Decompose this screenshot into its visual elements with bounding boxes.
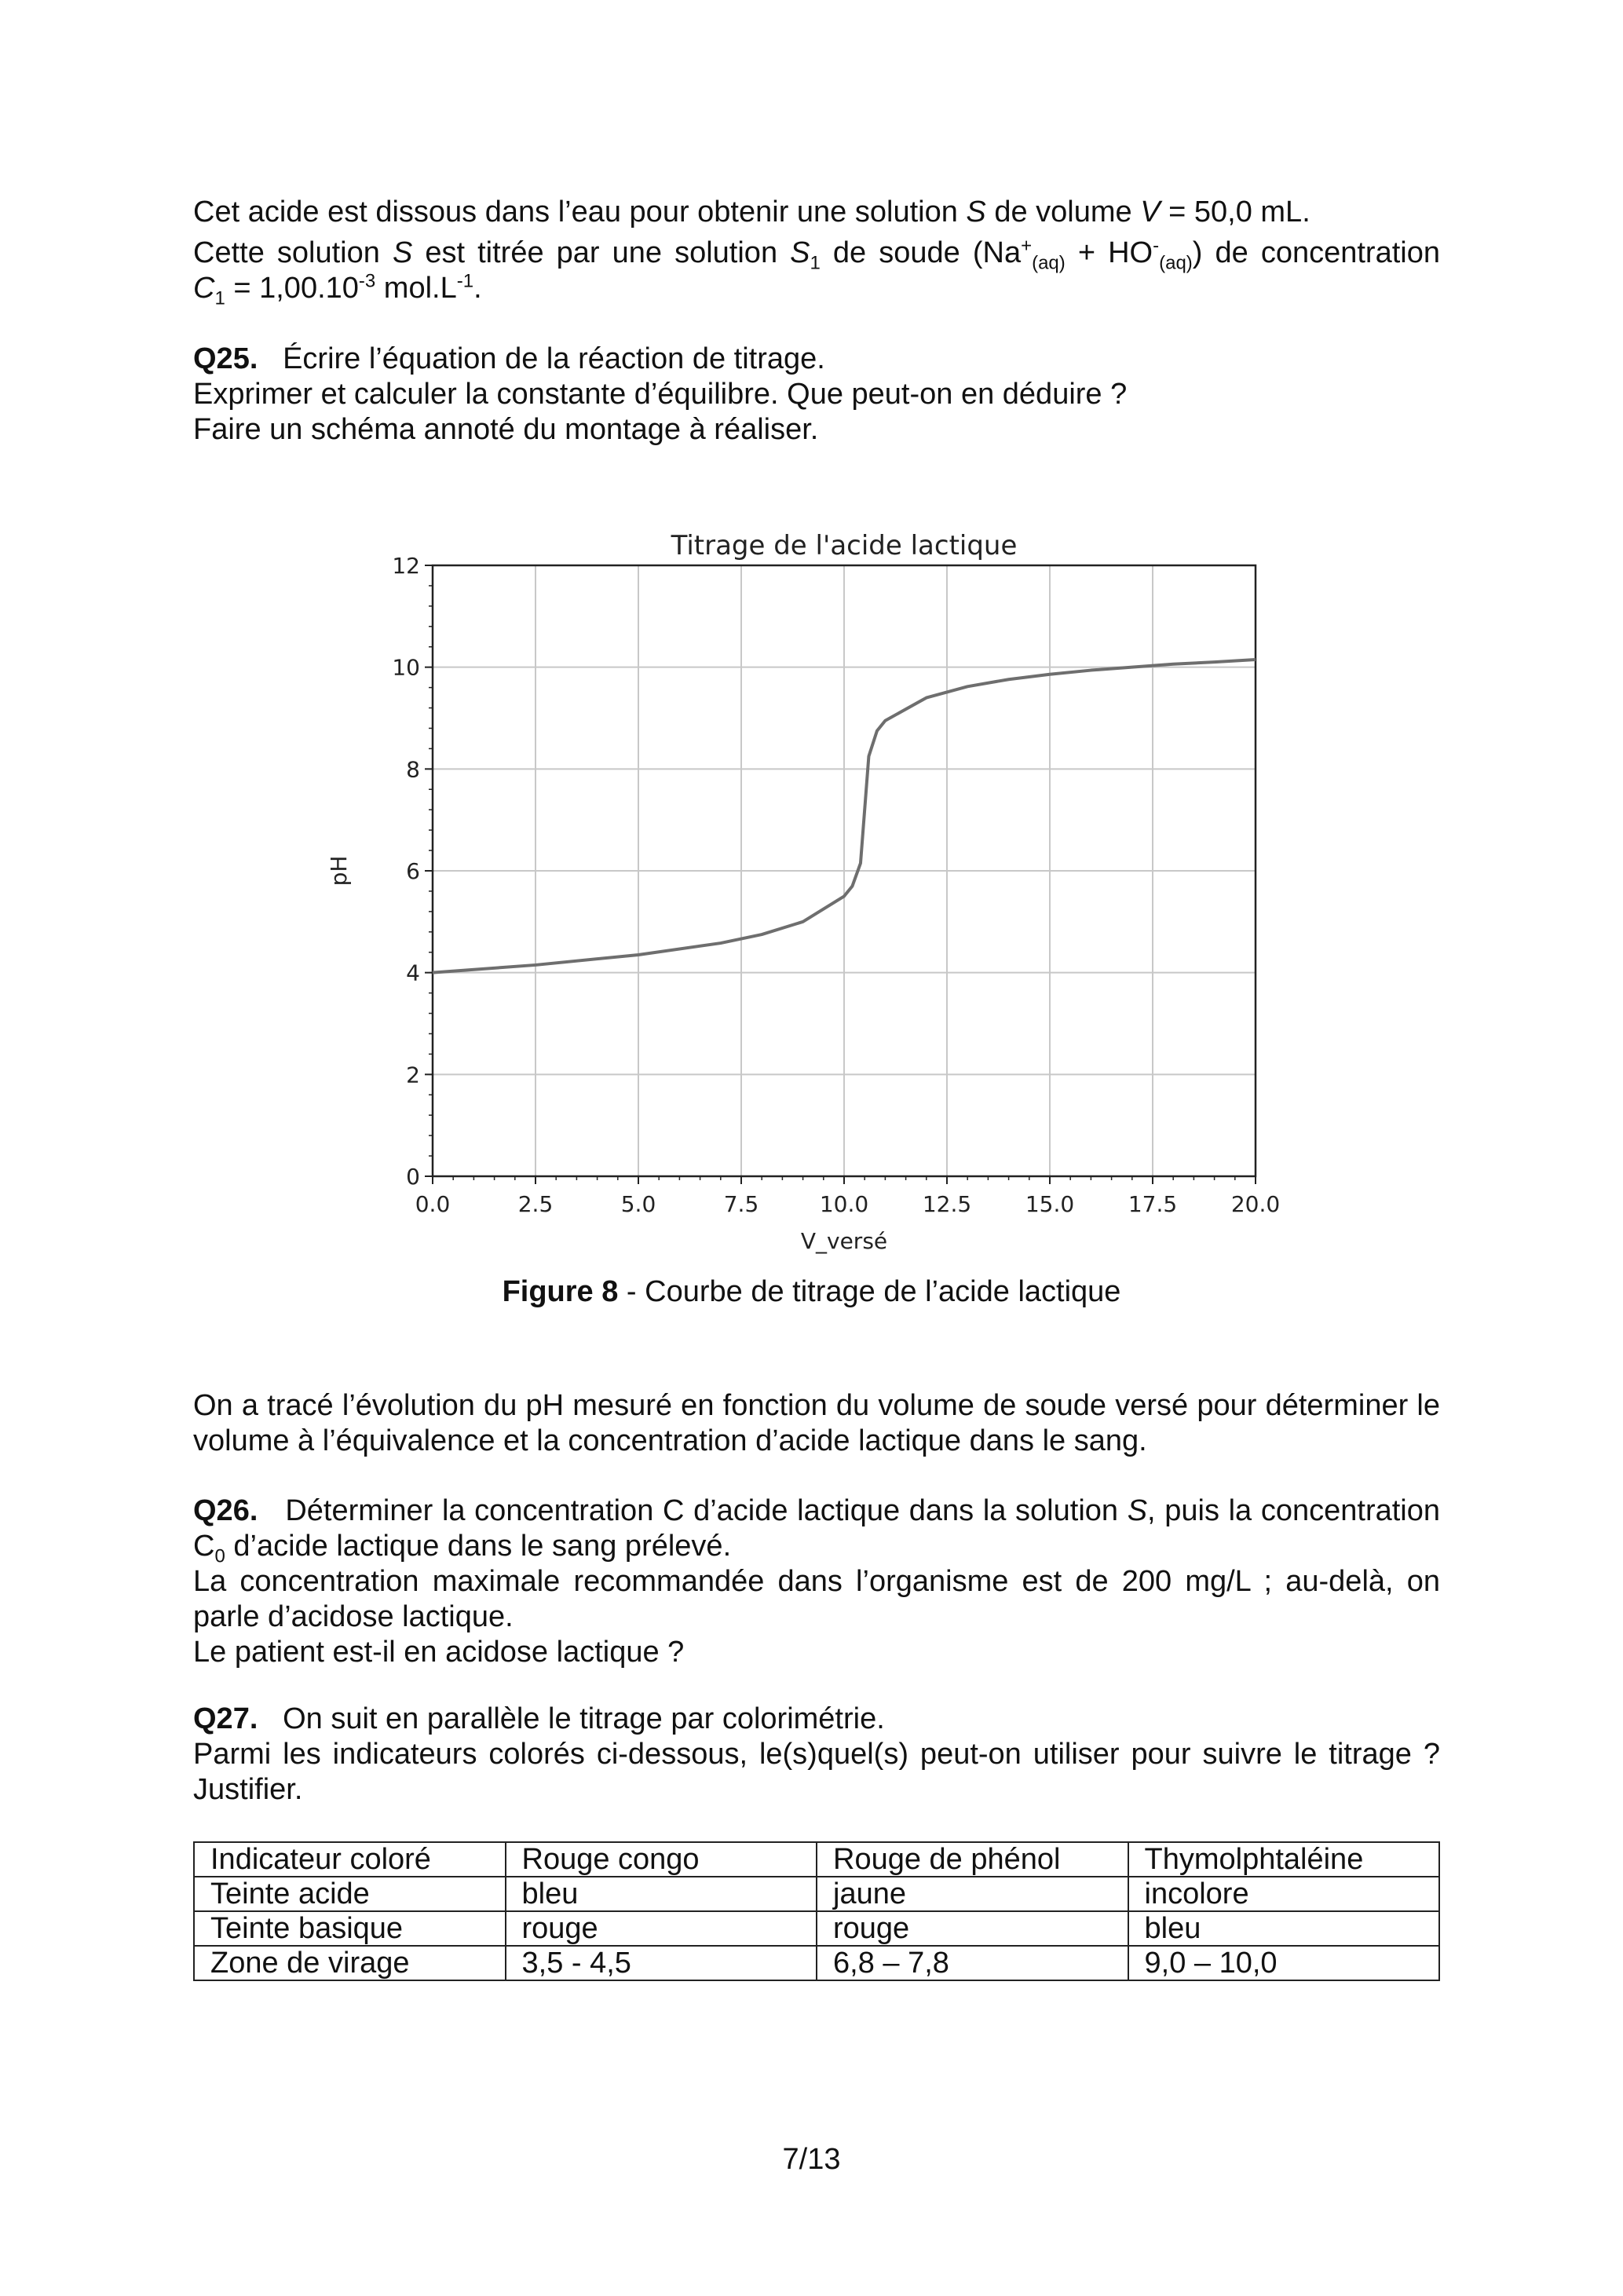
q26-line-3: La concentration maximale recommandée da… — [193, 1565, 1440, 1598]
y-tick-label: 8 — [406, 756, 420, 782]
q27-line-3: Justifier. — [193, 1773, 303, 1806]
table-cell: Thymolphtaléine — [1127, 1841, 1440, 1877]
y-tick-label: 6 — [406, 858, 420, 884]
q26-line-2: C0 d’acide lactique dans le sang prélevé… — [193, 1530, 732, 1567]
x-tick-label: 12.5 — [923, 1191, 971, 1217]
q25-line-2: Exprimer et calculer la constante d’équi… — [193, 378, 1128, 411]
x-tick-label: 15.0 — [1025, 1191, 1074, 1217]
titration-chart: 0.0 2.5 5.0 7.5 10.0 12.5 15.0 17.5 20.0 0 2 4 6 8 10 1… — [326, 530, 1280, 1254]
chart-title: Titrage de l'acide lactique — [671, 530, 1018, 561]
x-tick-label: 2.5 — [518, 1191, 554, 1217]
table-cell: bleu — [504, 1876, 817, 1912]
y-tick-label: 2 — [406, 1062, 420, 1088]
table-cell: Teinte basique — [193, 1910, 506, 1947]
table-cell: rouge — [504, 1910, 817, 1947]
x-tick-label: 17.5 — [1128, 1191, 1177, 1217]
intro-line-2: Cette solution S est titrée par une solu… — [193, 235, 1440, 274]
para-line-2: volume à l’équivalence et la concentrati… — [193, 1424, 1147, 1457]
y-tick-label: 10 — [392, 655, 420, 681]
q27-line-1: Q27. On suit en parallèle le titrage par… — [193, 1702, 885, 1735]
table-row: Indicateur coloré Rouge congo Rouge de phé… — [193, 1841, 1440, 1877]
y-tick-label: 12 — [392, 553, 420, 579]
x-tick-label: 5.0 — [621, 1191, 656, 1217]
intro-line-1: Cet acide est dissous dans l’eau pour ob… — [193, 196, 1310, 229]
table-row: Teinte acide bleu jaune incolore — [193, 1876, 1440, 1912]
table-cell: rouge — [816, 1910, 1129, 1947]
y-axis-label: pH — [326, 856, 352, 887]
plot-frame — [431, 564, 1257, 1178]
x-tick-label: 20.0 — [1231, 1191, 1280, 1217]
table-cell: Rouge de phénol — [816, 1841, 1129, 1877]
q26-line-4: parle d’acidose lactique. — [193, 1600, 514, 1633]
table-cell: Rouge congo — [504, 1841, 817, 1877]
y-tick-label: 0 — [406, 1164, 420, 1190]
table-cell: 3,5 - 4,5 — [504, 1945, 817, 1981]
x-tick-label: 7.5 — [724, 1191, 759, 1217]
q26-line-5: Le patient est-il en acidose lactique ? — [193, 1636, 685, 1669]
table-cell: incolore — [1127, 1876, 1440, 1912]
table-cell: jaune — [816, 1876, 1129, 1912]
table-row: Teinte basique rouge rouge bleu — [193, 1910, 1440, 1947]
indicator-table: Indicateur coloré Rouge congo Rouge de phé… — [193, 1841, 1440, 1981]
x-tick-label: 0.0 — [415, 1191, 451, 1217]
table-cell: 9,0 – 10,0 — [1127, 1945, 1440, 1981]
table-cell: 6,8 – 7,8 — [816, 1945, 1129, 1981]
x-axis-label: V_versé — [801, 1228, 887, 1254]
table-cell: Indicateur coloré — [193, 1841, 506, 1877]
q27-line-2: Parmi les indicateurs colorés ci-dessous… — [193, 1738, 1440, 1771]
q25-label: Q25. — [193, 342, 258, 375]
para-line-1: On a tracé l’évolution du pH mesuré en f… — [193, 1389, 1440, 1422]
y-tick-label: 4 — [406, 960, 420, 986]
q25-line-3: Faire un schéma annoté du montage à réal… — [193, 413, 819, 446]
table-cell: Teinte acide — [193, 1876, 506, 1912]
figure-caption: Figure 8 - Courbe de titrage de l’acide … — [502, 1275, 1121, 1308]
q26-line-1: Q26. Déterminer la concentration C d’aci… — [193, 1494, 1440, 1527]
intro-line-3: C1 = 1,00.10-3 mol.L-1. — [193, 270, 482, 309]
table-row: Zone de virage 3,5 - 4,5 6,8 – 7,8 9,0 – 10… — [193, 1945, 1440, 1981]
page-number: 7/13 — [782, 2143, 841, 2176]
table-cell: bleu — [1127, 1910, 1440, 1947]
x-tick-label: 10.0 — [820, 1191, 868, 1217]
q25-line-1: Q25. Écrire l’équation de la réaction de… — [193, 342, 825, 375]
table-cell: Zone de virage — [193, 1945, 506, 1981]
